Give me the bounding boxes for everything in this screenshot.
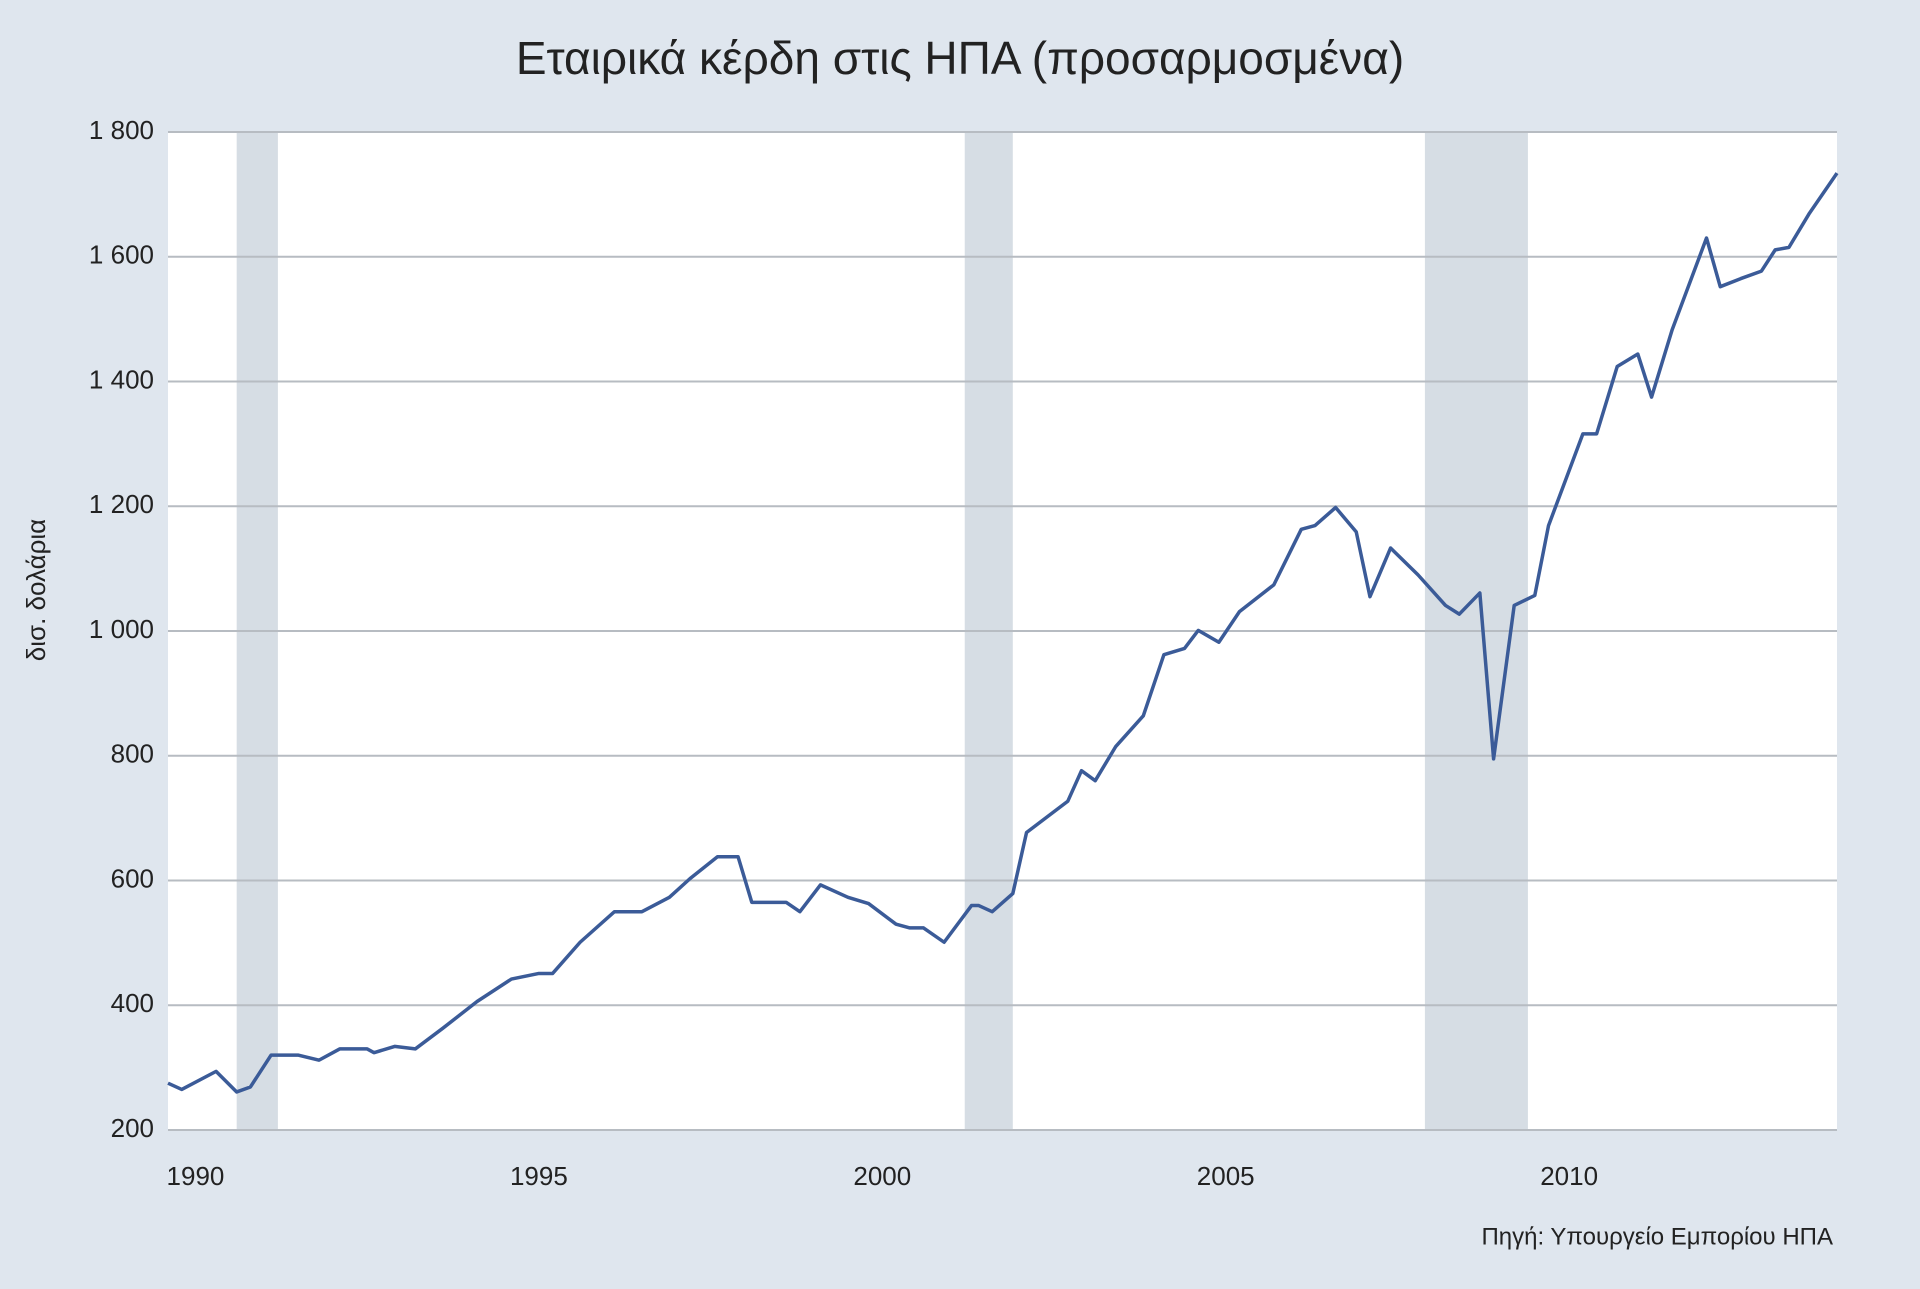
y-tick-label: 1 400 bbox=[89, 364, 154, 394]
x-tick-label: 1995 bbox=[510, 1161, 568, 1191]
y-tick-label: 1 200 bbox=[89, 489, 154, 519]
x-tick-label: 1990 bbox=[167, 1161, 225, 1191]
y-tick-label: 1 800 bbox=[89, 115, 154, 145]
chart-title: Εταιρικά κέρδη στις ΗΠΑ (προσαρμοσμένα) bbox=[516, 32, 1404, 84]
x-tick-label: 2010 bbox=[1540, 1161, 1598, 1191]
x-tick-label: 2005 bbox=[1197, 1161, 1255, 1191]
x-tick-label: 2000 bbox=[853, 1161, 911, 1191]
y-tick-label: 1 600 bbox=[89, 240, 154, 270]
y-tick-label: 1 000 bbox=[89, 614, 154, 644]
y-tick-label: 400 bbox=[111, 988, 154, 1018]
data-line bbox=[167, 172, 1839, 1094]
y-tick-label: 600 bbox=[111, 863, 154, 893]
y-tick-label: 200 bbox=[111, 1113, 154, 1143]
y-axis-label: δισ. δολάρια bbox=[21, 519, 51, 661]
y-tick-label: 800 bbox=[111, 739, 154, 769]
source: Πηγή: Υπουργείο Εμπορίου ΗΠΑ bbox=[1481, 1223, 1833, 1250]
